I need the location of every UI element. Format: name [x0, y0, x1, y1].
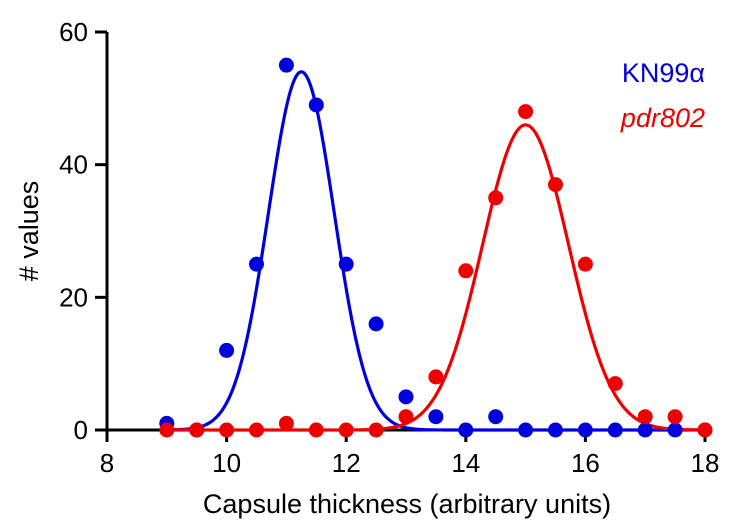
legend-entry-pdr802: pdr802	[620, 103, 705, 133]
x-tick-label: 16	[571, 448, 600, 478]
y-axis-title: # values	[14, 181, 44, 282]
x-tick-label: 14	[451, 448, 480, 478]
data-point-pdr802	[159, 422, 175, 438]
data-point-pdr802	[428, 369, 444, 385]
x-ticks: 8 10 12 14 16 18	[100, 430, 720, 478]
data-point-pdr802	[338, 422, 354, 438]
x-tick-label: 8	[100, 448, 114, 478]
data-point-pdr802	[577, 256, 593, 272]
x-tick-label: 12	[332, 448, 361, 478]
data-point-kn99a	[278, 57, 294, 73]
y-tick-label: 0	[74, 415, 88, 445]
data-point-pdr802	[637, 409, 653, 425]
data-point-pdr802	[278, 415, 294, 431]
points	[159, 57, 713, 438]
data-point-kn99a	[518, 422, 534, 438]
y-ticks: 0 20 40 60	[59, 17, 107, 445]
data-point-kn99a	[338, 256, 354, 272]
data-point-pdr802	[308, 422, 324, 438]
data-point-pdr802	[398, 409, 414, 425]
data-point-pdr802	[667, 409, 683, 425]
data-point-pdr802	[548, 177, 563, 193]
y-tick-label: 20	[59, 282, 88, 312]
data-point-kn99a	[428, 409, 444, 425]
y-tick-label: 60	[59, 17, 88, 47]
legend: KN99α pdr802	[620, 58, 705, 133]
data-point-pdr802	[488, 190, 504, 206]
data-point-kn99a	[548, 422, 563, 438]
x-axis-title: Capsule thickness (arbitrary units)	[203, 489, 611, 519]
data-point-kn99a	[249, 256, 264, 272]
data-point-pdr802	[518, 104, 534, 120]
data-point-kn99a	[667, 422, 683, 438]
x-tick-label: 18	[691, 448, 720, 478]
x-tick-label: 10	[212, 448, 241, 478]
data-point-pdr802	[249, 422, 264, 438]
data-point-kn99a	[219, 342, 235, 358]
y-tick-label: 40	[59, 150, 88, 180]
data-point-kn99a	[488, 409, 504, 425]
data-point-pdr802	[697, 422, 713, 438]
data-point-pdr802	[458, 263, 474, 279]
data-point-kn99a	[458, 422, 474, 438]
data-point-pdr802	[607, 376, 623, 392]
data-point-pdr802	[189, 422, 205, 438]
data-point-kn99a	[607, 422, 623, 438]
data-point-kn99a	[368, 316, 384, 332]
data-point-kn99a	[637, 422, 653, 438]
legend-entry-kn99a: KN99α	[622, 58, 705, 88]
data-point-kn99a	[577, 422, 593, 438]
data-point-kn99a	[398, 389, 414, 405]
axes	[105, 32, 707, 432]
data-point-pdr802	[368, 422, 384, 438]
data-point-pdr802	[219, 422, 235, 438]
data-point-kn99a	[308, 97, 324, 113]
